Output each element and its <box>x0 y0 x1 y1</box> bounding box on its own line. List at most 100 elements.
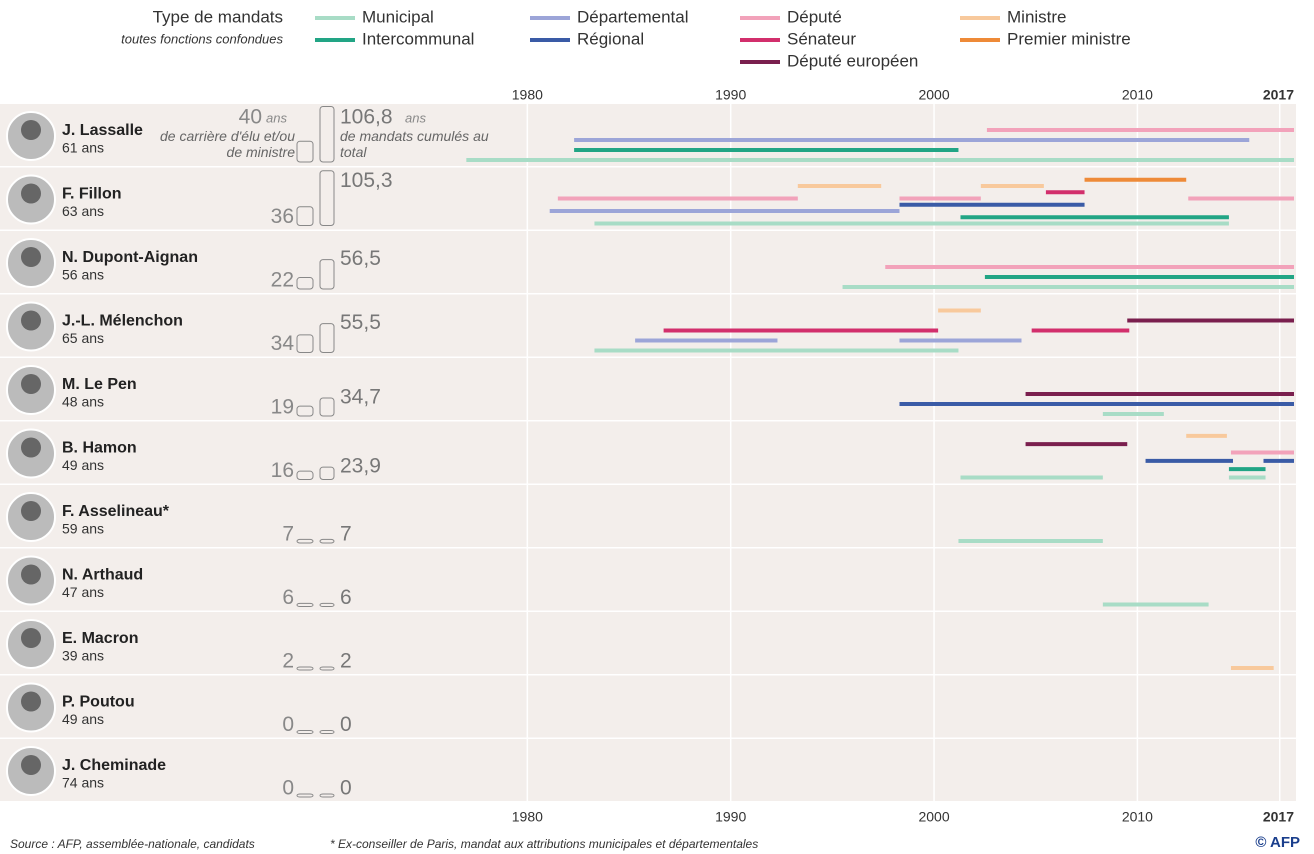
x-tick-label: 2017 <box>1263 809 1294 825</box>
photo-head <box>21 374 41 394</box>
row-background <box>0 421 1296 484</box>
career-value: 40 <box>239 106 262 129</box>
unit: ans <box>405 110 426 125</box>
x-tick-label: 2010 <box>1122 87 1153 103</box>
cumul-bar <box>319 170 335 227</box>
candidate-name: N. Dupont-Aignan <box>62 249 198 266</box>
x-tick-label: 2017 <box>1263 87 1294 103</box>
candidate-age: 63 ans <box>62 203 104 219</box>
legend-subtitle: toutes fonctions confondues <box>121 31 283 46</box>
row-background <box>0 612 1296 674</box>
candidate-name: F. Fillon <box>62 186 122 203</box>
row-background <box>0 104 1296 166</box>
candidate-name: M. Le Pen <box>62 376 137 393</box>
career-bar <box>296 666 314 671</box>
candidate-age: 65 ans <box>62 330 104 346</box>
cumul-value: 105,3 <box>340 169 393 192</box>
career-value: 36 <box>271 205 294 228</box>
cumul-bar <box>319 730 335 734</box>
cumul-value: 0 <box>340 777 352 800</box>
photo-head <box>21 628 41 648</box>
cumul-value: 0 <box>340 713 352 736</box>
cumul-value: 7 <box>340 523 352 546</box>
cumul-value: 2 <box>340 650 352 673</box>
cumul-note-box: de mandats cumulés au total <box>340 128 489 160</box>
career-bar <box>296 334 314 354</box>
career-value: 34 <box>271 332 295 355</box>
photo-head <box>21 120 41 140</box>
cumul-value: 56,5 <box>340 247 381 270</box>
x-tick-label: 2000 <box>918 87 949 103</box>
legend-label: Ministre <box>1007 7 1067 26</box>
cumul-bar <box>319 538 335 544</box>
photo-head <box>21 564 41 585</box>
candidate-age: 48 ans <box>62 394 104 410</box>
legend-label: Premier ministre <box>1007 29 1131 48</box>
legend-label: Député <box>787 7 842 26</box>
photo-head <box>21 437 41 458</box>
row-background <box>0 675 1296 738</box>
legend-label: Sénateur <box>787 29 856 48</box>
legend-label: Départemental <box>577 7 689 26</box>
legend-label: Intercommunal <box>362 29 474 48</box>
legend-title: Type de mandats <box>153 7 283 26</box>
cumul-bar <box>319 259 335 290</box>
legend-label: Régional <box>577 29 644 48</box>
cumul-value: 55,5 <box>340 311 381 334</box>
career-value: 6 <box>282 586 294 609</box>
career-bar <box>296 206 314 226</box>
cumul-bar <box>319 602 335 608</box>
career-bar <box>296 730 314 734</box>
candidate-age: 74 ans <box>62 775 104 791</box>
career-value: 0 <box>282 777 294 800</box>
cumul-value: 6 <box>340 586 352 609</box>
row-background <box>0 231 1296 293</box>
photo-head <box>21 183 41 204</box>
career-bar <box>296 277 314 290</box>
x-tick-label: 1990 <box>715 87 746 103</box>
photo-head <box>21 247 41 267</box>
candidate-age: 61 ans <box>62 140 104 156</box>
footnote: * Ex-conseiller de Paris, mandat aux att… <box>330 837 758 851</box>
candidate-name: F. Asselineau* <box>62 503 170 520</box>
cumul-bar <box>319 323 335 354</box>
candidate-name: J. Cheminade <box>62 757 166 774</box>
career-value: 16 <box>271 459 294 482</box>
row-background <box>0 548 1296 611</box>
photo-head <box>21 691 41 712</box>
row-background <box>0 294 1296 357</box>
row-background <box>0 358 1296 420</box>
cumul-note: de mandats cumulés au total <box>340 128 489 160</box>
candidate-name: P. Poutou <box>62 694 135 711</box>
row-background <box>0 739 1296 801</box>
career-bar <box>296 140 314 163</box>
cumul-bar <box>319 793 335 798</box>
photo-head <box>21 501 41 521</box>
x-tick-label: 1990 <box>715 809 746 825</box>
career-value: 2 <box>282 650 294 673</box>
cumul-bar <box>319 466 335 480</box>
x-tick-label: 1980 <box>512 87 543 103</box>
cumul-bar <box>319 105 335 163</box>
photo-head <box>21 755 41 775</box>
career-bar <box>296 602 314 608</box>
candidate-name: J. Lassalle <box>62 122 143 139</box>
candidate-name: J.-L. Mélenchon <box>62 313 183 330</box>
candidate-age: 39 ans <box>62 648 104 664</box>
cumul-value: 106,8 <box>340 106 393 129</box>
candidate-age: 49 ans <box>62 457 104 473</box>
career-bar <box>296 793 314 798</box>
career-value: 22 <box>271 269 294 292</box>
career-bar <box>296 470 314 480</box>
